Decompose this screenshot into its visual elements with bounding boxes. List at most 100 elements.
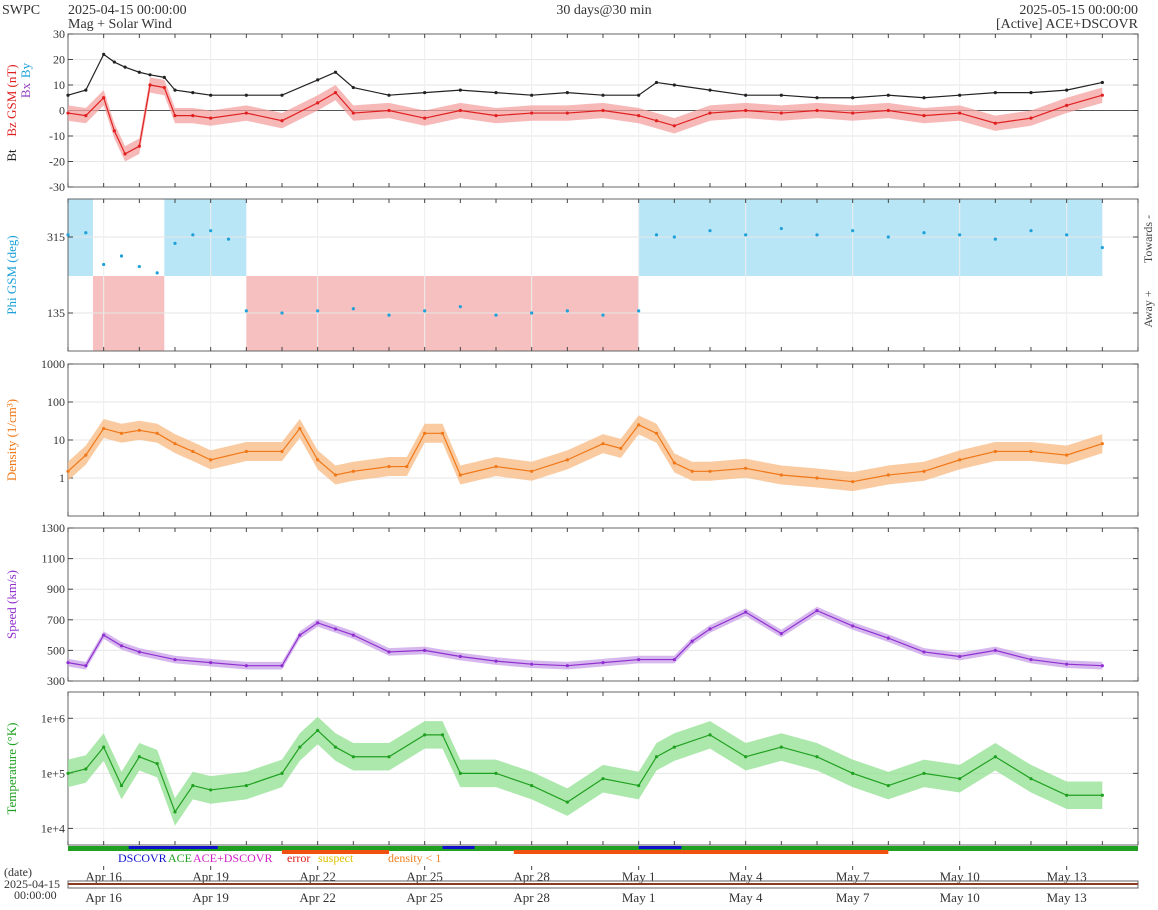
phi-point [601, 313, 605, 317]
x-tick-label: Apr 19 [192, 890, 228, 905]
mag-ylabel-part: Bt [4, 149, 19, 162]
bt-point [209, 93, 213, 97]
phi-point [744, 233, 748, 237]
bz-point [123, 152, 127, 156]
y-tick-label: 100 [47, 395, 65, 409]
speed-point [494, 659, 498, 663]
bt-point [815, 96, 819, 100]
density-point [191, 449, 195, 454]
speed-point [708, 627, 712, 631]
temperature-point [815, 755, 819, 759]
bz-point [351, 111, 355, 115]
bt-point [123, 65, 127, 69]
phi-point [654, 233, 659, 237]
bt-point [530, 93, 534, 97]
density-point [1065, 453, 1069, 457]
y-tick-label: 0 [59, 104, 65, 118]
phi-point [458, 305, 462, 309]
y-tick-label: 1 [59, 471, 65, 485]
speed-point [1029, 657, 1033, 662]
density-point [209, 458, 213, 462]
flag-segment [282, 850, 389, 854]
speed-point [102, 633, 106, 637]
phi-point [84, 231, 88, 235]
phi-point [387, 313, 391, 317]
bz-point [1029, 116, 1033, 120]
bz-point [112, 129, 116, 133]
x-tick-label: Apr 19 [192, 869, 228, 884]
legend-label: ACE [168, 851, 192, 865]
end-time: 2025-05-15 00:00:00 [1019, 3, 1138, 18]
speed-point [958, 654, 962, 659]
phi-point [993, 237, 997, 241]
y-tick-label: -10 [49, 129, 65, 143]
temperature-point [333, 745, 338, 749]
bt-point [1065, 88, 1069, 92]
density-point [440, 431, 445, 435]
temperature-band [68, 716, 1103, 826]
speed-point [66, 661, 70, 665]
density-point [66, 469, 70, 473]
bz-point [66, 111, 70, 115]
time-span: 30 days@30 min [556, 3, 651, 18]
bt-point [886, 93, 890, 97]
x-tick-label: Apr 25 [406, 869, 442, 884]
y-tick-label: 1100 [41, 552, 65, 566]
y-tick-label: 500 [47, 643, 65, 657]
y-tick-label: 10 [53, 78, 65, 92]
temperature-point [173, 810, 177, 814]
temperature-point [993, 755, 997, 759]
dscovr-segment [442, 846, 475, 849]
x-tick-label: May 4 [729, 890, 763, 905]
bt-point [280, 93, 284, 97]
legend-label: density < 1 [388, 851, 441, 865]
speed-point [1065, 662, 1069, 666]
phi-point [423, 309, 427, 313]
temperature-point [886, 783, 890, 788]
bz-point [1065, 103, 1069, 107]
phi-point [351, 307, 355, 311]
x-tick-label: Apr 22 [299, 869, 335, 884]
y-tick-label: 1e+5 [41, 766, 65, 780]
density-point [494, 464, 498, 469]
bz-point [815, 108, 819, 113]
bt-point [66, 93, 70, 97]
speed-point [333, 627, 338, 631]
temperature-point [458, 771, 462, 775]
phi-point [1100, 245, 1104, 250]
density-point [280, 449, 284, 454]
temperature-point [1100, 793, 1104, 797]
phi-point [316, 309, 320, 313]
y-tick-label: 20 [53, 53, 65, 67]
density-point [244, 449, 248, 454]
bt-point [958, 93, 962, 97]
phi-point [280, 311, 284, 315]
speed-point [565, 664, 569, 668]
bt-point [779, 93, 783, 97]
dscovr-segment [638, 846, 682, 849]
bt-point [922, 96, 926, 100]
phi-point [191, 233, 195, 237]
bt-point [84, 88, 88, 92]
phi-point [102, 262, 106, 267]
bt-point [191, 91, 195, 95]
bt-point [316, 78, 320, 82]
density-point [1100, 442, 1104, 446]
bz-point [1100, 93, 1104, 97]
bt-point [458, 88, 462, 92]
x-axis: Apr 16 Apr 16 Apr 19 Apr 19 Apr 22 Apr 22 Apr … [4, 865, 1139, 905]
speed-point [637, 657, 641, 662]
temperature-point [922, 771, 926, 775]
y-tick-label: 700 [47, 613, 65, 627]
temp-ylabel: Temperature (°K) [4, 723, 19, 815]
x-tick-label: May 4 [729, 869, 763, 884]
density-point [779, 473, 783, 477]
y-tick-label: 1e+4 [41, 821, 65, 835]
phi-point [173, 241, 177, 245]
speed-point [280, 664, 284, 668]
temperature-point [423, 733, 427, 737]
speed-point [672, 657, 676, 662]
density-point [316, 458, 320, 462]
bt-point [637, 93, 641, 97]
